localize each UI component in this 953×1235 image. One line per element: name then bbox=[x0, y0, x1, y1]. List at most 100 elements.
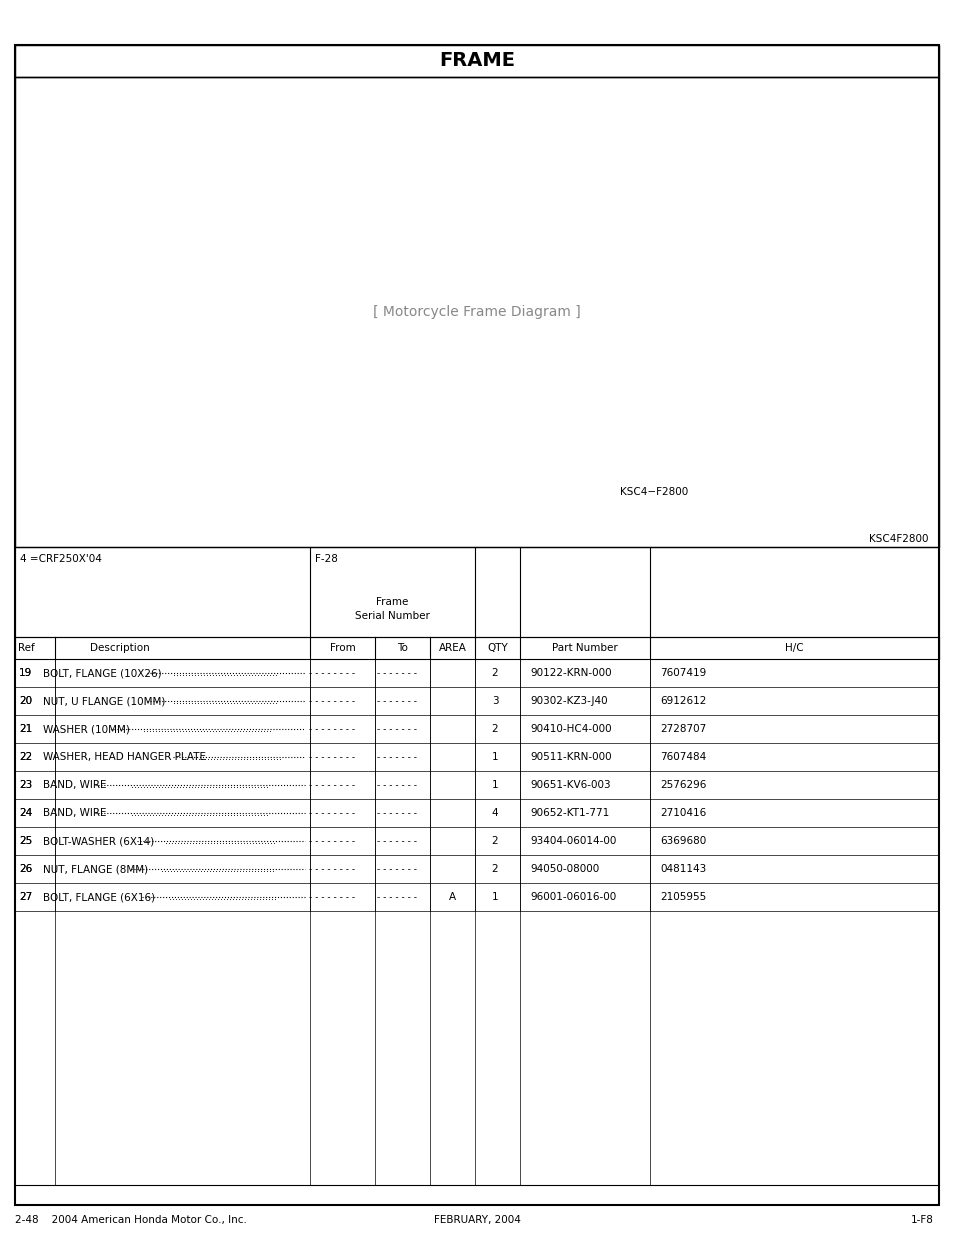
Text: [ Motorcycle Frame Diagram ]: [ Motorcycle Frame Diagram ] bbox=[373, 305, 580, 319]
Text: - - - - - - - -: - - - - - - - - bbox=[309, 864, 355, 873]
Text: NUT, FLANGE (8MM): NUT, FLANGE (8MM) bbox=[43, 864, 148, 874]
Text: 25: 25 bbox=[19, 836, 32, 846]
Text: 2: 2 bbox=[491, 836, 497, 846]
Text: 2: 2 bbox=[491, 864, 497, 874]
Text: 3: 3 bbox=[491, 697, 497, 706]
Text: ...................................: ................................... bbox=[173, 697, 278, 706]
Text: 24: 24 bbox=[19, 808, 32, 818]
Text: ......................................: ...................................... bbox=[161, 864, 274, 874]
Text: BOLT, FLANGE (10X26): BOLT, FLANGE (10X26) bbox=[43, 668, 161, 678]
Text: 6912612: 6912612 bbox=[659, 697, 705, 706]
Text: WASHER (10MM): WASHER (10MM) bbox=[43, 724, 130, 734]
Text: A: A bbox=[449, 892, 456, 902]
Text: KSC4−F2800: KSC4−F2800 bbox=[619, 487, 687, 496]
Text: 23: 23 bbox=[19, 781, 32, 790]
Text: Ref: Ref bbox=[18, 643, 34, 653]
Text: WASHER, HEAD HANGER PLATE: WASHER, HEAD HANGER PLATE bbox=[43, 752, 206, 762]
Text: Frame
Serial Number: Frame Serial Number bbox=[355, 598, 430, 621]
Bar bbox=[15, 44, 938, 77]
Text: KSC4F2800: KSC4F2800 bbox=[868, 534, 928, 543]
Text: - - - - - - - -: - - - - - - - - bbox=[309, 809, 355, 818]
Text: BOLT-WASHER (6X14): BOLT-WASHER (6X14) bbox=[43, 836, 154, 846]
Text: .....................................: ..................................... bbox=[165, 836, 276, 846]
Text: 7607484: 7607484 bbox=[659, 752, 705, 762]
Text: - - - - - - -: - - - - - - - bbox=[377, 781, 417, 789]
Text: 96001-06016-00: 96001-06016-00 bbox=[530, 892, 616, 902]
Text: - - - - - - - -: - - - - - - - - bbox=[309, 781, 355, 789]
Text: ..............................................: ........................................… bbox=[131, 781, 269, 790]
Text: NUT, U FLANGE (10MM): NUT, U FLANGE (10MM) bbox=[43, 697, 165, 706]
Text: 24: 24 bbox=[19, 808, 32, 818]
Text: 0481143: 0481143 bbox=[659, 864, 705, 874]
Text: 90410-HC4-000: 90410-HC4-000 bbox=[530, 724, 611, 734]
Text: 21: 21 bbox=[19, 724, 32, 734]
Text: Part Number: Part Number bbox=[552, 643, 618, 653]
Text: 90511-KRN-000: 90511-KRN-000 bbox=[530, 752, 611, 762]
Text: From: From bbox=[330, 643, 355, 653]
Text: 27: 27 bbox=[19, 892, 32, 902]
Text: Description: Description bbox=[90, 643, 150, 653]
Text: 1: 1 bbox=[491, 781, 497, 790]
Text: BAND, WIRE: BAND, WIRE bbox=[43, 808, 107, 818]
Text: 25: 25 bbox=[19, 836, 32, 846]
Text: BAND, WIRE: BAND, WIRE bbox=[43, 781, 107, 790]
Text: H/C: H/C bbox=[784, 643, 803, 653]
Text: 22: 22 bbox=[19, 752, 32, 762]
Text: - - - - - - - -: - - - - - - - - bbox=[309, 752, 355, 762]
Text: 23: 23 bbox=[19, 781, 32, 790]
Text: 22: 22 bbox=[19, 752, 32, 762]
Text: 1: 1 bbox=[491, 752, 497, 762]
Text: 90651-KV6-003: 90651-KV6-003 bbox=[530, 781, 610, 790]
Text: 2728707: 2728707 bbox=[659, 724, 705, 734]
Text: 2: 2 bbox=[491, 668, 497, 678]
Text: 2: 2 bbox=[491, 724, 497, 734]
Text: 2-48    2004 American Honda Motor Co., Inc.: 2-48 2004 American Honda Motor Co., Inc. bbox=[15, 1215, 247, 1225]
Text: - - - - - - - -: - - - - - - - - bbox=[309, 697, 355, 705]
Text: FRAME: FRAME bbox=[438, 52, 515, 70]
Text: ...................................: ................................... bbox=[173, 668, 278, 678]
Text: 7607419: 7607419 bbox=[659, 668, 705, 678]
Text: 27: 27 bbox=[19, 892, 32, 902]
Bar bbox=[15, 547, 938, 637]
Text: 4 =CRF250X'04: 4 =CRF250X'04 bbox=[20, 555, 102, 564]
Text: ...........................................: ........................................… bbox=[143, 724, 272, 734]
Bar bbox=[15, 77, 938, 547]
Text: .............................: ............................. bbox=[195, 752, 282, 762]
Text: 90302-KZ3-J40: 90302-KZ3-J40 bbox=[530, 697, 607, 706]
Bar bbox=[15, 637, 938, 659]
Text: 90652-KT1-771: 90652-KT1-771 bbox=[530, 808, 609, 818]
Text: - - - - - - - -: - - - - - - - - bbox=[309, 893, 355, 902]
Text: 26: 26 bbox=[19, 864, 32, 874]
Text: To: To bbox=[396, 643, 408, 653]
Text: - - - - - - -: - - - - - - - bbox=[377, 668, 417, 678]
Text: 19: 19 bbox=[19, 668, 32, 678]
Text: 1: 1 bbox=[491, 892, 497, 902]
Text: 19: 19 bbox=[19, 668, 32, 678]
Text: AREA: AREA bbox=[438, 643, 466, 653]
Text: - - - - - - -: - - - - - - - bbox=[377, 836, 417, 846]
Text: 20: 20 bbox=[19, 697, 32, 706]
Text: - - - - - - -: - - - - - - - bbox=[377, 752, 417, 762]
Text: 1-F8: 1-F8 bbox=[910, 1215, 933, 1225]
Text: - - - - - - - -: - - - - - - - - bbox=[309, 836, 355, 846]
Text: - - - - - - -: - - - - - - - bbox=[377, 725, 417, 734]
Text: ....................................: .................................... bbox=[170, 892, 277, 902]
Text: 94050-08000: 94050-08000 bbox=[530, 864, 598, 874]
Text: 93404-06014-00: 93404-06014-00 bbox=[530, 836, 616, 846]
Text: ..............................................: ........................................… bbox=[131, 808, 269, 818]
Text: BOLT, FLANGE (6X16): BOLT, FLANGE (6X16) bbox=[43, 892, 155, 902]
Text: 4: 4 bbox=[491, 808, 497, 818]
Text: F-28: F-28 bbox=[314, 555, 337, 564]
Text: - - - - - - - -: - - - - - - - - bbox=[309, 725, 355, 734]
Text: - - - - - - - -: - - - - - - - - bbox=[309, 668, 355, 678]
Text: - - - - - - -: - - - - - - - bbox=[377, 809, 417, 818]
Text: 26: 26 bbox=[19, 864, 32, 874]
Text: FEBRUARY, 2004: FEBRUARY, 2004 bbox=[433, 1215, 520, 1225]
Text: 90122-KRN-000: 90122-KRN-000 bbox=[530, 668, 611, 678]
Text: - - - - - - -: - - - - - - - bbox=[377, 893, 417, 902]
Text: 6369680: 6369680 bbox=[659, 836, 705, 846]
Text: 20: 20 bbox=[19, 697, 32, 706]
Text: QTY: QTY bbox=[487, 643, 507, 653]
Text: - - - - - - -: - - - - - - - bbox=[377, 697, 417, 705]
Text: 2710416: 2710416 bbox=[659, 808, 705, 818]
